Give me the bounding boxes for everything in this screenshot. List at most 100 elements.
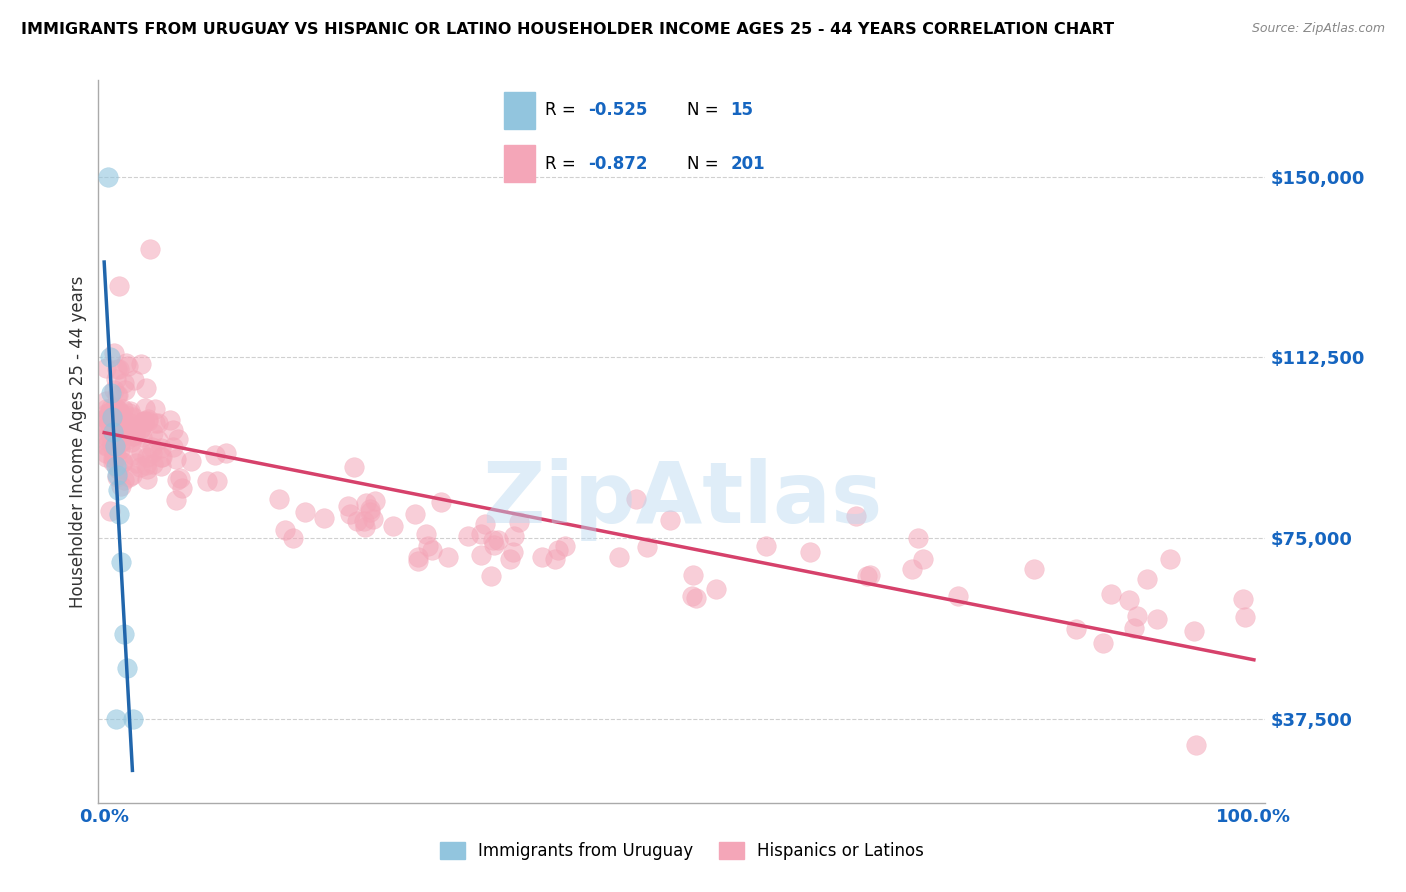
Point: [98, 350, 121, 364]
Point: [907, 531, 929, 545]
Point: [150, 450, 173, 464]
Point: [911, 551, 934, 566]
Point: [799, 545, 821, 559]
Point: [107, 483, 129, 497]
Point: [607, 549, 630, 564]
Point: [103, 448, 125, 462]
Point: [101, 424, 124, 438]
Point: [486, 533, 509, 547]
Point: [363, 494, 385, 508]
Point: [107, 279, 129, 293]
Point: [135, 381, 157, 395]
Point: [547, 542, 569, 557]
Point: [104, 458, 127, 473]
Point: [148, 416, 170, 430]
Point: [149, 441, 172, 455]
Point: [132, 414, 155, 428]
Point: [98, 406, 121, 420]
Point: [112, 417, 135, 432]
Point: [1233, 609, 1256, 624]
Point: [112, 426, 135, 441]
Point: [159, 413, 181, 427]
Point: [141, 440, 163, 454]
Point: [901, 562, 924, 576]
Point: [136, 414, 159, 428]
Point: [100, 438, 122, 452]
Point: [353, 514, 375, 528]
Point: [1146, 611, 1168, 625]
Text: R =: R =: [544, 102, 581, 120]
Point: [530, 550, 553, 565]
Point: [98, 419, 121, 434]
Text: N =: N =: [688, 102, 724, 120]
Point: [122, 410, 145, 425]
Point: [162, 441, 184, 455]
Point: [474, 517, 496, 532]
Point: [112, 455, 135, 469]
Point: [98, 415, 121, 429]
Point: [129, 460, 152, 475]
Point: [134, 415, 156, 429]
Point: [101, 433, 124, 447]
Point: [343, 459, 366, 474]
Point: [105, 372, 128, 386]
Point: [129, 445, 152, 459]
Point: [143, 416, 166, 430]
Point: [103, 441, 125, 455]
Point: [682, 568, 704, 582]
Point: [96, 361, 118, 376]
Point: [503, 529, 526, 543]
Point: [143, 401, 166, 416]
Point: [112, 627, 135, 641]
Point: [336, 499, 359, 513]
Point: [482, 533, 505, 548]
Text: ZipAtlas: ZipAtlas: [482, 458, 882, 541]
Point: [107, 361, 129, 376]
Point: [96, 412, 118, 426]
Point: [118, 470, 141, 484]
Point: [470, 548, 492, 562]
Point: [114, 425, 136, 440]
Point: [274, 523, 297, 537]
Point: [114, 383, 136, 397]
Point: [101, 429, 124, 443]
Point: [105, 450, 128, 465]
Point: [437, 549, 460, 564]
Point: [142, 425, 165, 440]
Point: [1159, 552, 1181, 566]
Point: [104, 712, 127, 726]
Point: [105, 388, 128, 402]
Point: [111, 402, 134, 417]
Point: [479, 569, 502, 583]
Point: [112, 376, 135, 390]
Point: [121, 428, 143, 442]
Point: [470, 526, 492, 541]
Point: [136, 472, 159, 486]
Point: [1123, 621, 1146, 635]
Point: [359, 505, 381, 519]
Point: [361, 511, 384, 525]
Point: [484, 538, 506, 552]
Point: [624, 491, 647, 506]
Point: [269, 491, 291, 506]
Point: [845, 509, 868, 524]
Point: [554, 539, 576, 553]
Point: [1126, 609, 1149, 624]
Point: [115, 408, 138, 422]
Point: [415, 527, 437, 541]
Point: [125, 457, 148, 471]
Point: [103, 421, 125, 435]
Point: [96, 407, 118, 421]
Point: [105, 468, 128, 483]
Text: Source: ZipAtlas.com: Source: ZipAtlas.com: [1251, 22, 1385, 36]
Point: [166, 473, 188, 487]
Point: [457, 529, 479, 543]
Point: [704, 582, 727, 596]
Point: [96, 421, 118, 435]
Point: [101, 410, 124, 425]
Point: [103, 345, 125, 359]
Point: [110, 406, 132, 420]
Point: [346, 514, 368, 528]
Point: [404, 507, 426, 521]
Text: IMMIGRANTS FROM URUGUAY VS HISPANIC OR LATINO HOUSEHOLDER INCOME AGES 25 - 44 YE: IMMIGRANTS FROM URUGUAY VS HISPANIC OR L…: [21, 22, 1114, 37]
